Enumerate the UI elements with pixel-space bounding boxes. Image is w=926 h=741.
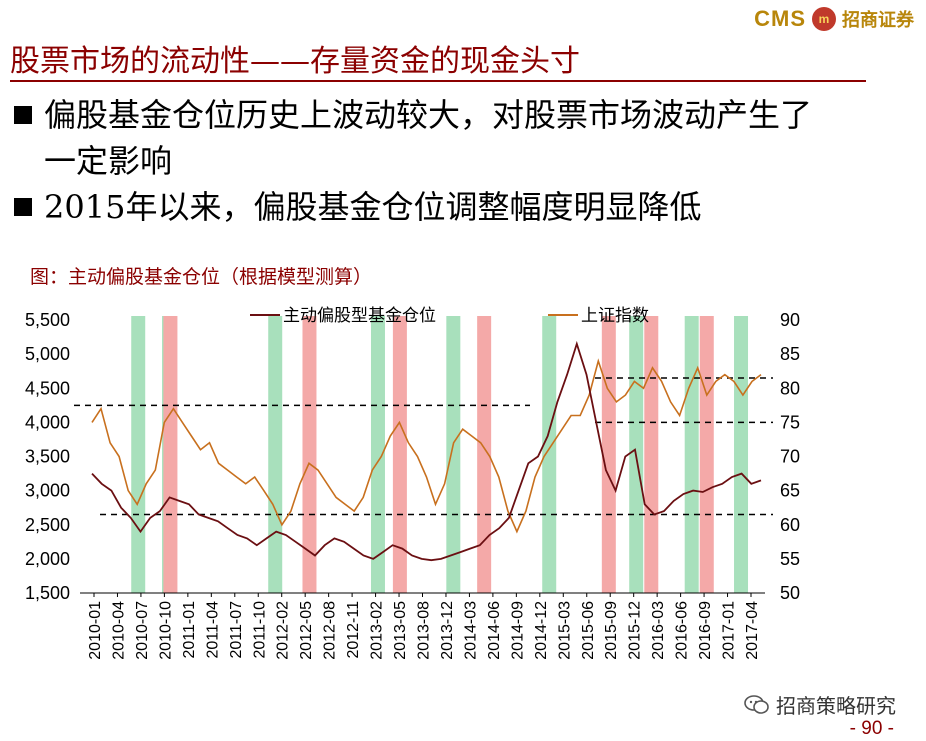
x-tick-label: 2015-09 [603,601,620,660]
x-tick-label: 2012-11 [345,601,362,659]
x-tick-label: 2010-10 [157,601,174,660]
red-band [163,316,178,593]
page-title: 股票市场的流动性——存量资金的现金头寸 [10,44,580,79]
bullet-square-icon [14,198,32,216]
red-band [302,316,317,593]
x-tick-label: 2014-12 [533,601,550,660]
x-tick-label: 2017-04 [744,601,761,660]
bullet-text: 2015年以来，偏股基金仓位调整幅度明显降低 [44,188,702,226]
green-band [446,316,461,593]
x-tick-label: 2017-01 [721,601,738,660]
x-tick-label: 2010-04 [110,601,127,660]
x-tick-label: 2014-03 [462,601,479,660]
y-left-tick-label: 2,000 [25,549,70,569]
y-left-tick-label: 4,000 [25,412,70,432]
logo-badge-icon: m [812,7,836,31]
y-left-tick-label: 3,000 [25,481,70,501]
x-tick-label: 2015-03 [556,601,573,660]
y-right-tick-label: 85 [780,344,800,364]
red-band [601,316,616,593]
series-line-shanghai-index [91,358,762,534]
x-tick-label: 2014-06 [486,601,503,660]
bullet-item: 2015年以来，偏股基金仓位调整幅度明显降低 [14,184,834,230]
x-tick-label: 2012-05 [298,601,315,660]
legend-label-fund-position: 主动偏股型基金仓位 [283,306,436,326]
x-tick-label: 2011-10 [251,601,268,659]
x-tick-label: 2011-01 [181,601,198,659]
y-left-tick-label: 4,500 [25,378,70,398]
y-left-tick-label: 1,500 [25,583,70,603]
fund-position-chart: 1,500 2,000 2,500 3,000 3,500 4,000 4,500 5,000… [25,306,800,660]
y-left-tick-label: 2,500 [25,515,70,535]
green-band [734,316,749,593]
x-tick-label: 2010-01 [87,601,104,660]
y-left-tick-label: 5,500 [25,310,70,330]
red-band [644,316,659,593]
bullet-text: 偏股基金仓位历史上波动较大，对股票市场波动产生了一定影响 [44,96,813,180]
x-tick-label: 2011-07 [228,601,245,659]
page-number: - 90 - [849,718,894,739]
x-tick-label: 2015-12 [627,601,644,660]
green-band [542,316,557,593]
x-tick-label: 2012-02 [275,601,292,660]
y-right-tick-label: 90 [780,310,800,330]
x-tick-label: 2013-05 [392,601,409,660]
wechat-icon [744,694,770,716]
x-tick-label: 2011-04 [204,601,221,659]
x-tick-label: 2014-09 [509,601,526,660]
y-right-tick-label: 60 [780,515,800,535]
title-divider [10,80,866,82]
y-right-tick-label: 70 [780,447,800,467]
series-line-fund-position [91,340,762,562]
bullet-item: 偏股基金仓位历史上波动较大，对股票市场波动产生了一定影响 [14,92,834,184]
x-tick-label: 2010-07 [134,601,151,660]
x-tick-label: 2012-08 [322,601,339,660]
red-band [392,316,407,593]
y-right-tick-label: 75 [780,412,800,432]
red-band [477,316,492,593]
y-left-tick-label: 3,500 [25,447,70,467]
bullet-list: 偏股基金仓位历史上波动较大，对股票市场波动产生了一定影响 2015年以来，偏股基… [14,92,834,230]
x-tick-label: 2013-08 [416,601,433,660]
y-right-tick-label: 80 [780,378,800,398]
green-band [268,316,283,593]
bullet-square-icon [14,106,32,124]
x-tick-label: 2016-06 [674,601,691,660]
y-left-tick-label: 5,000 [25,344,70,364]
cms-logo: CMS m 招商证券 [754,4,914,34]
red-band [699,316,714,593]
x-tick-label: 2016-09 [697,601,714,660]
x-tick-label: 2013-12 [439,601,456,660]
x-tick-label: 2013-02 [369,601,386,660]
x-tick-label: 2016-03 [650,601,667,660]
wechat-footer: 招商策略研究 [744,690,896,719]
logo-cms-text: CMS [754,6,806,31]
y-right-tick-label: 65 [780,481,800,501]
y-right-tick-label: 50 [780,583,800,603]
legend-label-shanghai-index: 上证指数 [581,306,649,326]
x-tick-label: 2015-06 [580,601,597,660]
green-band [370,316,385,593]
chart-caption: 图：主动偏股基金仓位（根据模型测算） [30,266,373,288]
logo-cn-text: 招商证券 [842,10,914,31]
green-band [684,316,699,593]
y-right-tick-label: 55 [780,549,800,569]
wechat-label: 招商策略研究 [776,694,896,718]
green-band [131,316,146,593]
